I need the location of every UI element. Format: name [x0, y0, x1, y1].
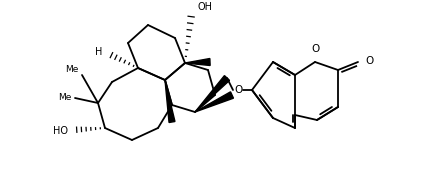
Text: H: H: [95, 47, 102, 57]
Text: O: O: [234, 85, 242, 95]
Polygon shape: [195, 76, 229, 112]
Text: O: O: [365, 56, 373, 66]
Text: Me: Me: [57, 94, 71, 103]
Text: OH: OH: [197, 2, 212, 12]
Text: HO: HO: [53, 126, 68, 136]
Polygon shape: [185, 58, 210, 66]
Text: Me: Me: [65, 65, 78, 74]
Polygon shape: [165, 80, 175, 122]
Text: O: O: [312, 44, 320, 54]
Polygon shape: [195, 92, 233, 112]
